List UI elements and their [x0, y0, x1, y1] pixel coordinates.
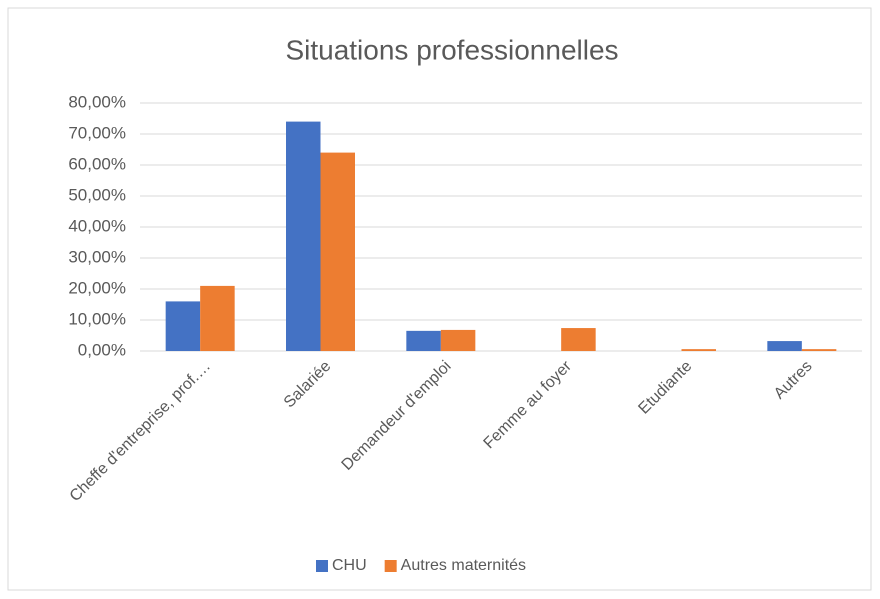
legend-swatch [316, 560, 328, 572]
bar [681, 349, 716, 351]
legend-label: CHU [332, 557, 367, 574]
bar [561, 328, 596, 351]
bar [165, 301, 201, 351]
bar [801, 349, 837, 351]
y-tick-label: 70,00% [68, 123, 126, 142]
chart-frame [7, 7, 872, 591]
bar [767, 341, 802, 351]
bar [320, 152, 355, 351]
legend-swatch [384, 560, 397, 572]
y-tick-label: 40,00% [68, 216, 126, 235]
y-tick-label: 60,00% [68, 154, 126, 173]
y-tick-label: 50,00% [68, 185, 126, 204]
bar [440, 329, 476, 351]
y-tick-label: 20,00% [68, 278, 126, 297]
chart-title: Situations professionnelles [285, 34, 618, 65]
bar [286, 121, 321, 351]
y-tick-label: 30,00% [68, 247, 126, 266]
y-tick-label: 10,00% [68, 309, 126, 328]
bar [200, 285, 235, 351]
y-tick-label: 80,00% [68, 92, 126, 111]
bar [406, 330, 441, 351]
y-tick-label: 0,00% [78, 340, 126, 359]
legend-label: Autres maternités [401, 557, 526, 574]
